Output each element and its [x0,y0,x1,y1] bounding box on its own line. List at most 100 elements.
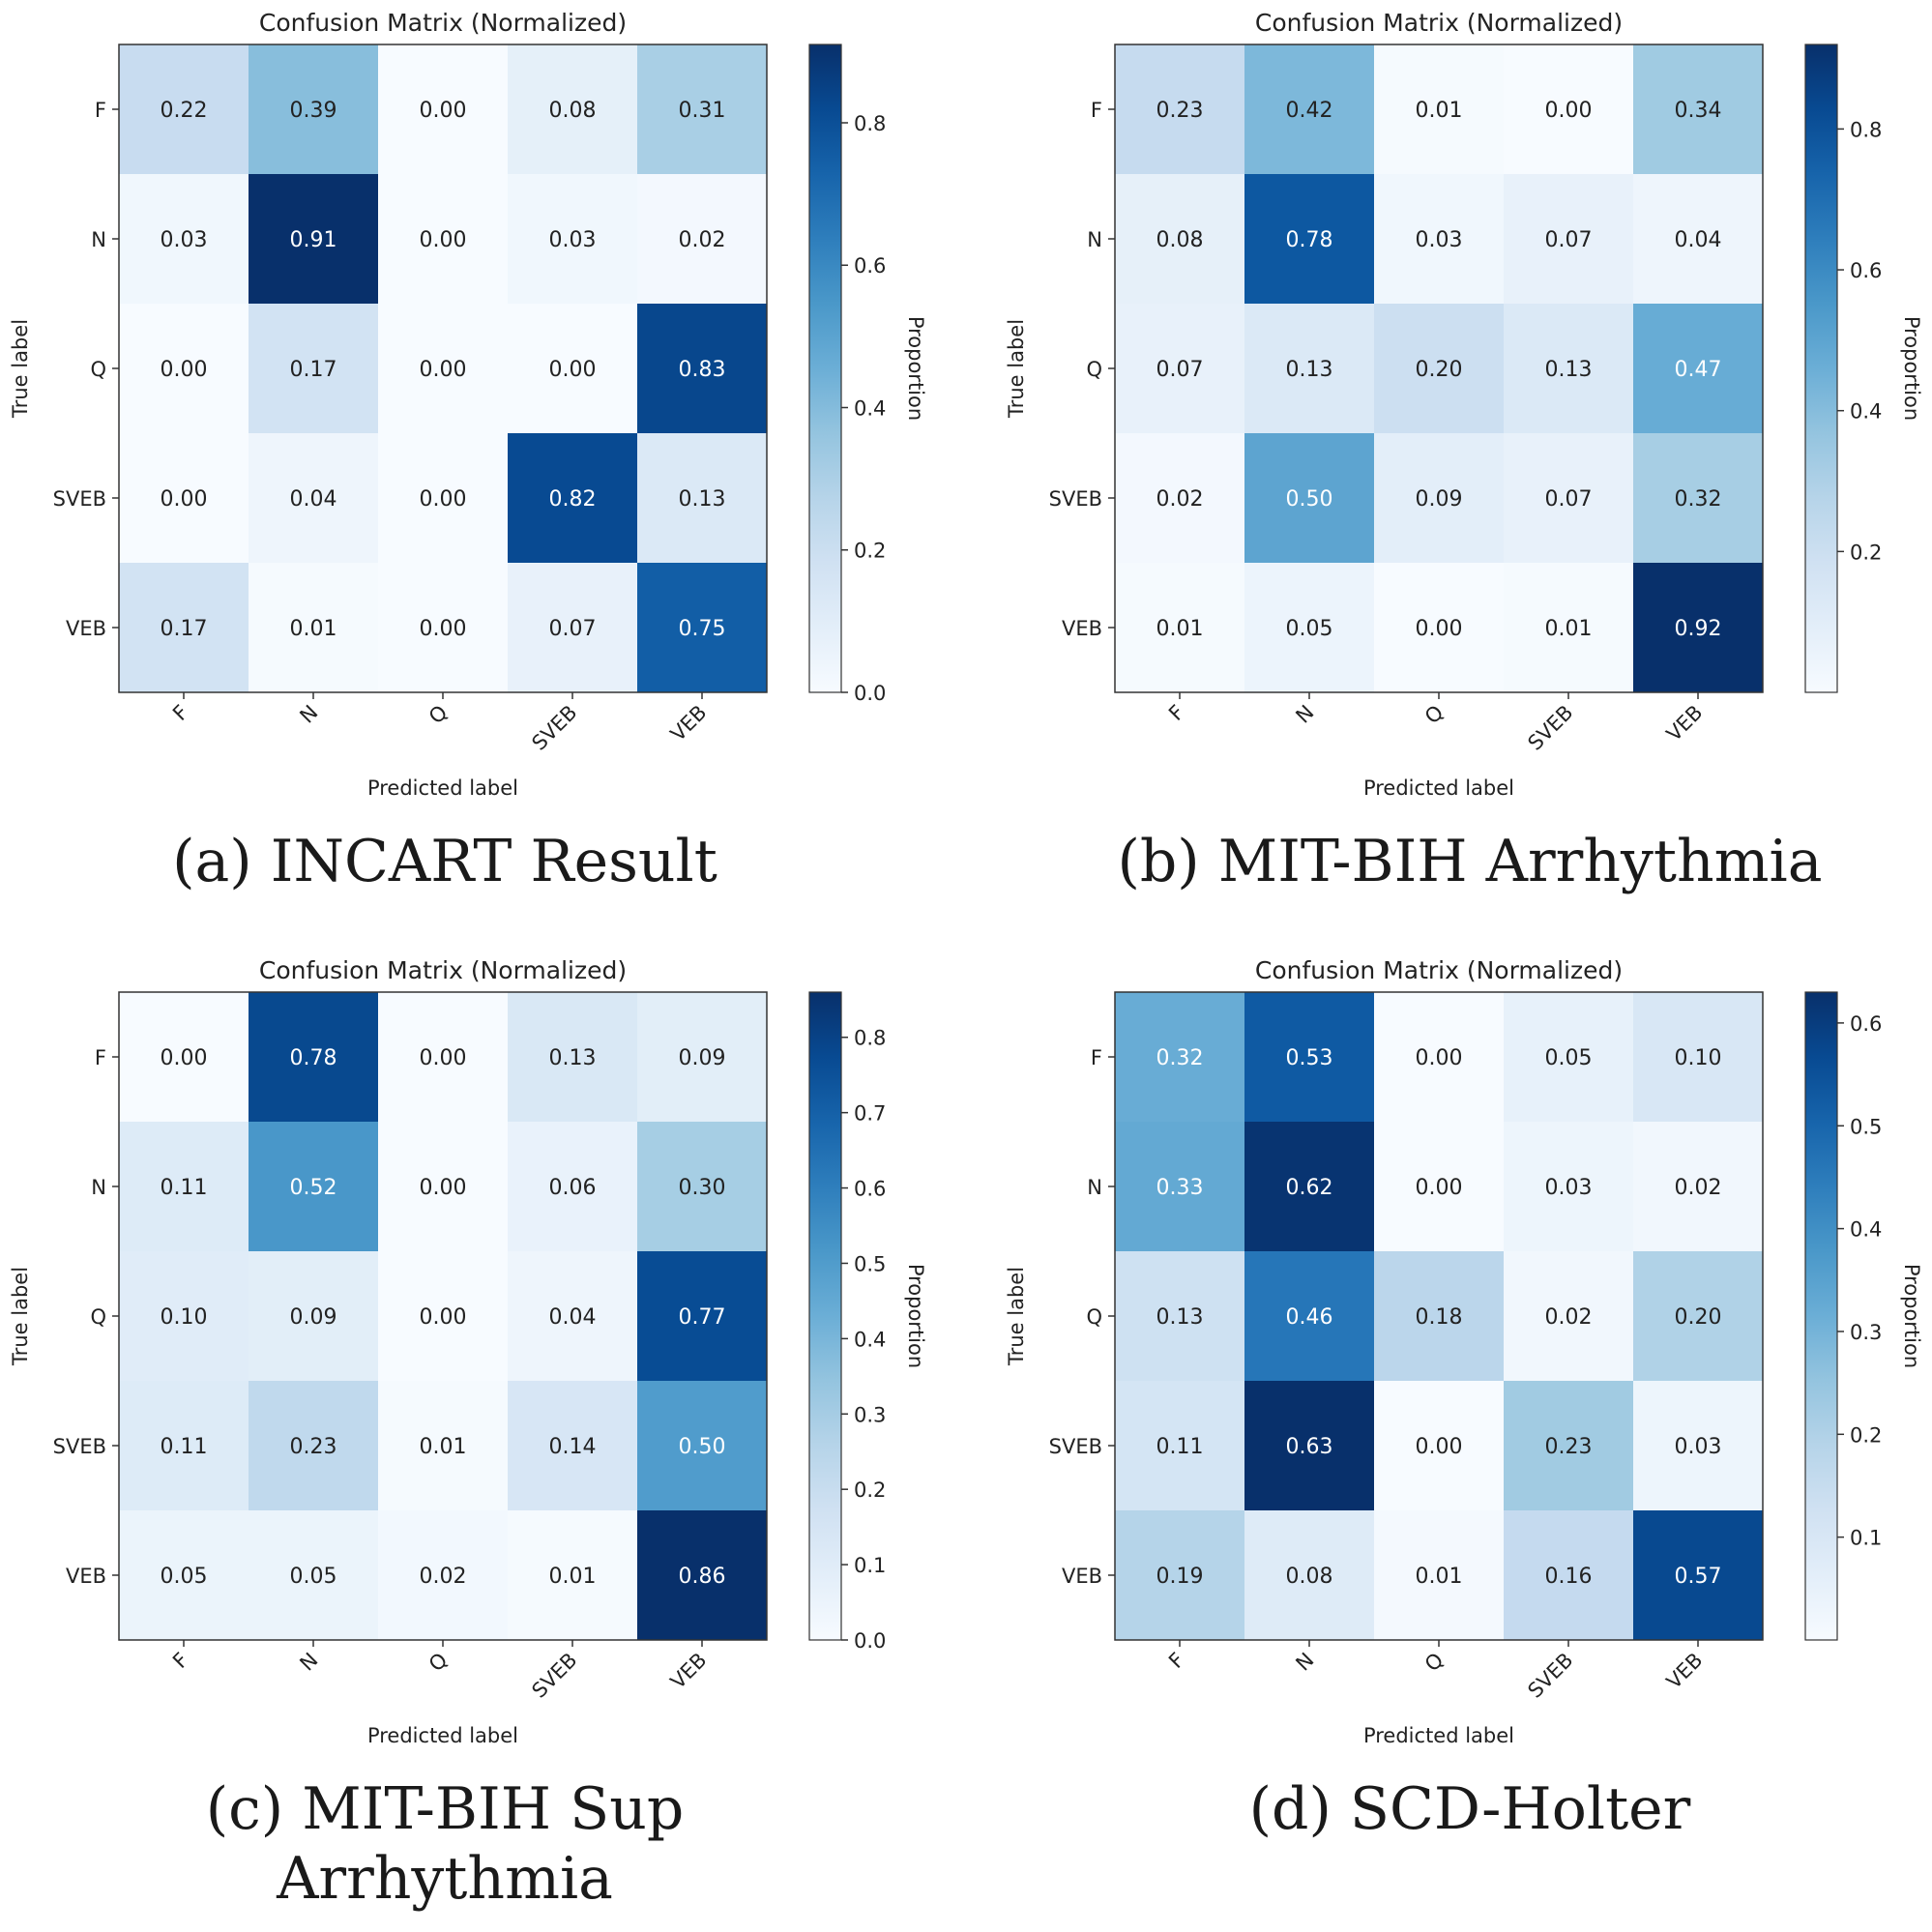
heatmap-cell [1115,1510,1244,1640]
heatmap-cell [637,1381,767,1510]
cell-value-label: 0.04 [549,1305,597,1330]
chart-title: Confusion Matrix (Normalized) [1255,956,1623,984]
cell-value-label: 0.14 [549,1435,597,1459]
cell-value-label: 0.07 [1545,487,1593,512]
y-tick-label: N [1087,1176,1102,1199]
cell-value-label: 0.10 [1675,1046,1722,1070]
caption-a: (a) INCART Result [172,828,717,895]
cell-value-label: 0.57 [1675,1565,1722,1589]
heatmap-cell [119,304,249,433]
heatmap-cell [1244,433,1374,563]
heatmap-cell [1633,44,1763,174]
cell-value-label: 0.33 [1156,1176,1204,1200]
heatmap-cell [637,1122,767,1251]
colorbar-label: Proportion [904,316,927,421]
colorbar [1804,44,1838,693]
cell-value-label: 0.02 [679,228,726,252]
heatmap-cell [1633,1381,1763,1510]
y-tick-label: VEB [1062,1565,1102,1588]
colorbar-tick-label: 0.4 [1850,1218,1882,1242]
heatmap-cell [508,1510,637,1640]
colorbar-tick-label: 0.0 [854,682,886,705]
y-tick-label: F [1091,1046,1102,1069]
cell-value-label: 0.00 [420,617,467,641]
x-tick-label: N [295,701,322,728]
y-tick-label: VEB [1062,617,1102,640]
caption-d: (d) SCD-Holter [1248,1775,1691,1843]
cell-value-label: 0.09 [290,1305,337,1330]
cell-value-label: 0.77 [679,1305,726,1330]
y-axis-label: True label [9,319,32,419]
cell-value-label: 0.08 [1286,1565,1333,1589]
cell-value-label: 0.13 [1156,1305,1204,1330]
heatmap-cell [1244,304,1374,433]
heatmap-panel-b: Confusion Matrix (Normalized) 0.23 0.42 0.0… [1005,9,1923,800]
cell-value-label: 0.00 [161,358,208,382]
cell-value-label: 0.00 [1416,1435,1463,1459]
heatmap-cell [378,1122,508,1251]
cell-value-label: 0.46 [1286,1305,1333,1330]
colorbar-tick-label: 0.8 [1850,118,1882,141]
heatmap-cell [1115,1381,1244,1510]
x-tick-label: F [168,1649,193,1674]
heatmap-cell [508,433,637,563]
y-tick-label: SVEB [1049,1435,1102,1458]
heatmap-cell [1504,1251,1633,1381]
y-tick-label: VEB [66,617,106,640]
colorbar-tick-label: 0.0 [854,1629,886,1653]
heatmap-cell [508,563,637,692]
colorbar [1804,991,1838,1641]
colorbar-tick-label: 0.6 [1850,1012,1882,1036]
heatmap-panel-a: Confusion Matrix (Normalized) 0.22 0.39 0.0… [9,9,927,800]
cell-value-label: 0.04 [290,487,337,512]
colorbar-tick-label: 0.6 [854,1178,886,1201]
heatmap-cell [1633,304,1763,433]
heatmap-cell [249,563,378,692]
cell-value-label: 0.42 [1286,99,1333,123]
heatmap-cell [1504,433,1633,563]
heatmap-cell [1374,44,1504,174]
cell-value-label: 0.07 [1545,228,1593,252]
y-tick-label: N [91,228,106,251]
heatmap-cell [1244,1251,1374,1381]
cell-value-label: 0.00 [420,1305,467,1330]
x-tick-label: VEB [1662,1649,1708,1694]
heatmap-cell [1504,174,1633,304]
y-tick-label: Q [1086,1305,1102,1329]
heatmap-cell [1244,1122,1374,1251]
cell-value-label: 0.02 [1545,1305,1593,1330]
colorbar [808,991,842,1641]
heatmap-cell [249,1251,378,1381]
cell-value-label: 0.09 [1416,487,1463,512]
heatmap-cell [119,1251,249,1381]
cell-value-label: 0.00 [1545,99,1593,123]
x-axis-label: Predicted label [1363,1724,1514,1747]
cell-value-label: 0.82 [549,487,597,512]
x-tick-label: Q [1420,701,1449,729]
cell-value-label: 0.30 [679,1176,726,1200]
y-axis-label: True label [9,1267,32,1366]
heatmap-cell [1374,1122,1504,1251]
cell-value-label: 0.08 [1156,228,1204,252]
cell-value-label: 0.00 [420,1176,467,1200]
heatmap-cell [1504,1122,1633,1251]
colorbar-tick-label: 0.4 [854,396,886,420]
heatmap-cell [1504,992,1633,1122]
colorbar-tick-label: 0.2 [1850,541,1882,564]
cell-value-label: 0.09 [679,1046,726,1070]
heatmap-cell [637,1251,767,1381]
y-tick-label: Q [1086,358,1102,381]
cell-value-label: 0.06 [549,1176,597,1200]
colorbar-tick-label: 0.8 [854,112,886,135]
colorbar-tick-label: 0.4 [854,1328,886,1351]
cell-value-label: 0.83 [679,358,726,382]
cell-value-label: 0.05 [290,1565,337,1589]
heatmap-cell [119,563,249,692]
cell-value-label: 0.01 [1416,1565,1463,1589]
cell-value-label: 0.05 [1545,1046,1593,1070]
heatmap-cell [1244,563,1374,692]
x-tick-label: F [1164,1649,1189,1674]
heatmap-cell [378,1251,508,1381]
heatmap-cell [119,992,249,1122]
heatmap-cell [378,563,508,692]
